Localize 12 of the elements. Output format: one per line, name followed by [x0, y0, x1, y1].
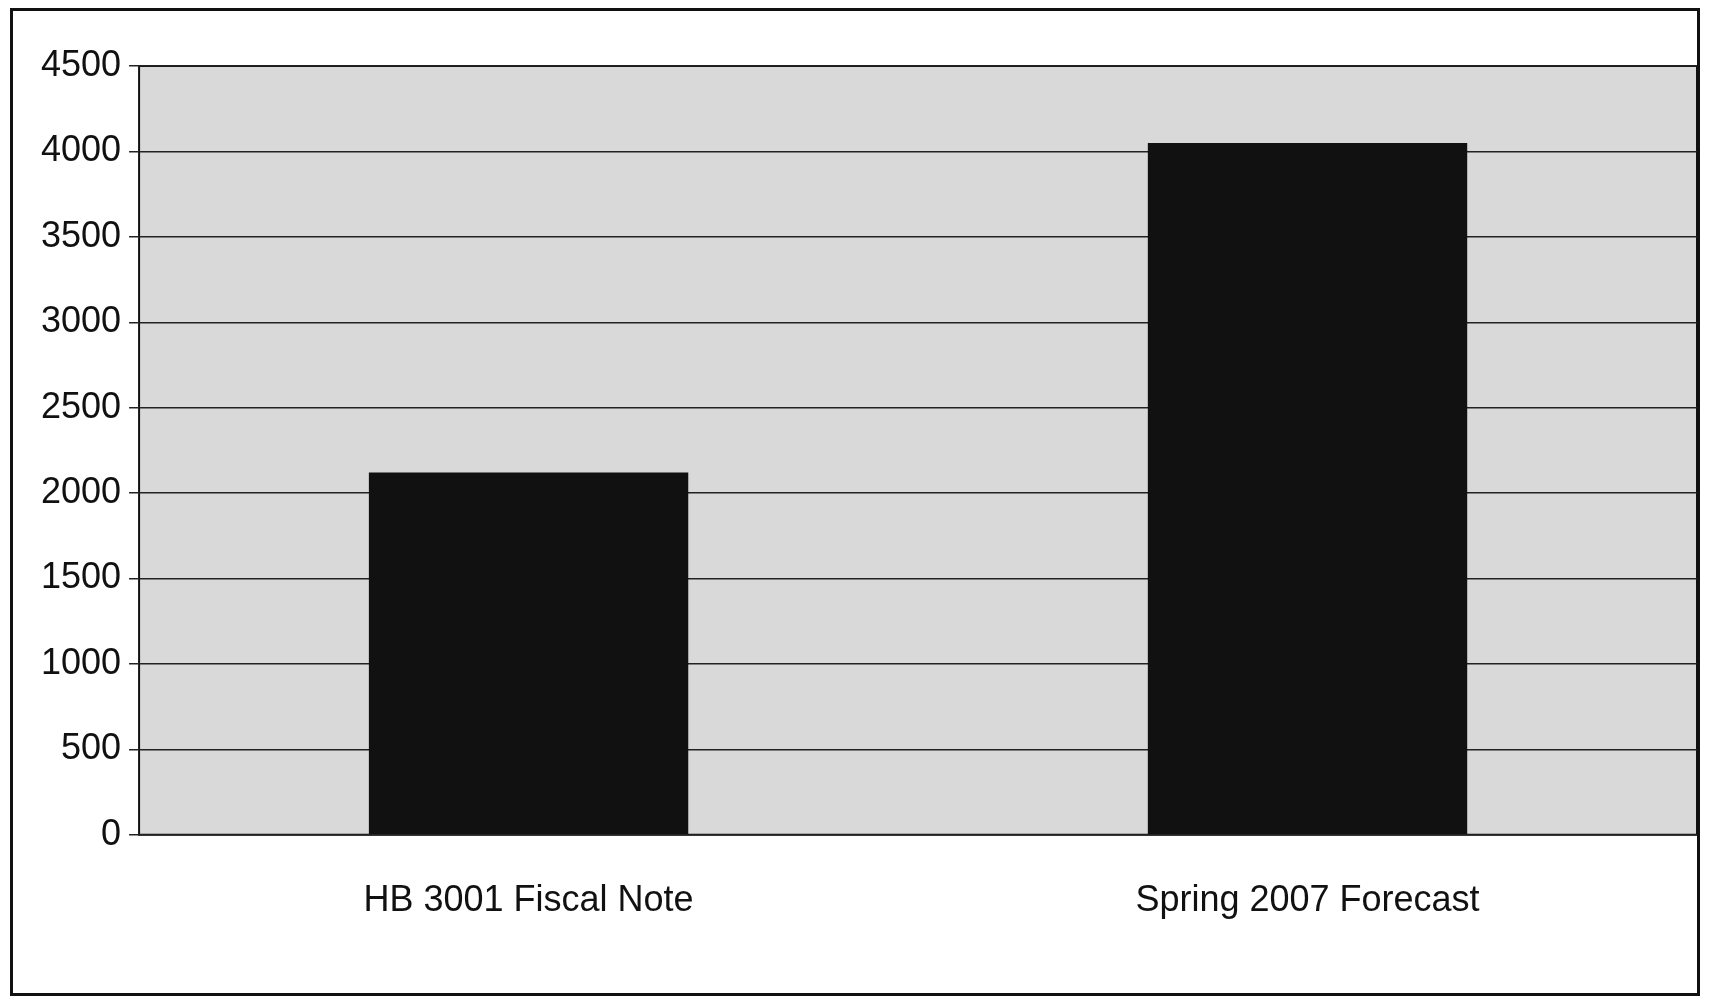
y-tick-label: 1000 [40, 640, 122, 682]
y-tick-label: 3000 [40, 299, 122, 341]
y-tick-label: 0 [101, 811, 122, 853]
y-tick-label: 3500 [40, 213, 122, 255]
y-tick-label: 4000 [40, 128, 122, 170]
y-tick-label: 2000 [40, 470, 122, 512]
y-tick-label: 500 [61, 726, 122, 768]
y-tick-label: 1500 [40, 555, 122, 597]
x-tick-label: Spring 2007 Forecast [1135, 878, 1480, 920]
y-tick-label: 2500 [40, 384, 122, 426]
y-tick-label: 4500 [40, 42, 122, 84]
x-tick-label: HB 3001 Fiscal Note [363, 878, 694, 920]
